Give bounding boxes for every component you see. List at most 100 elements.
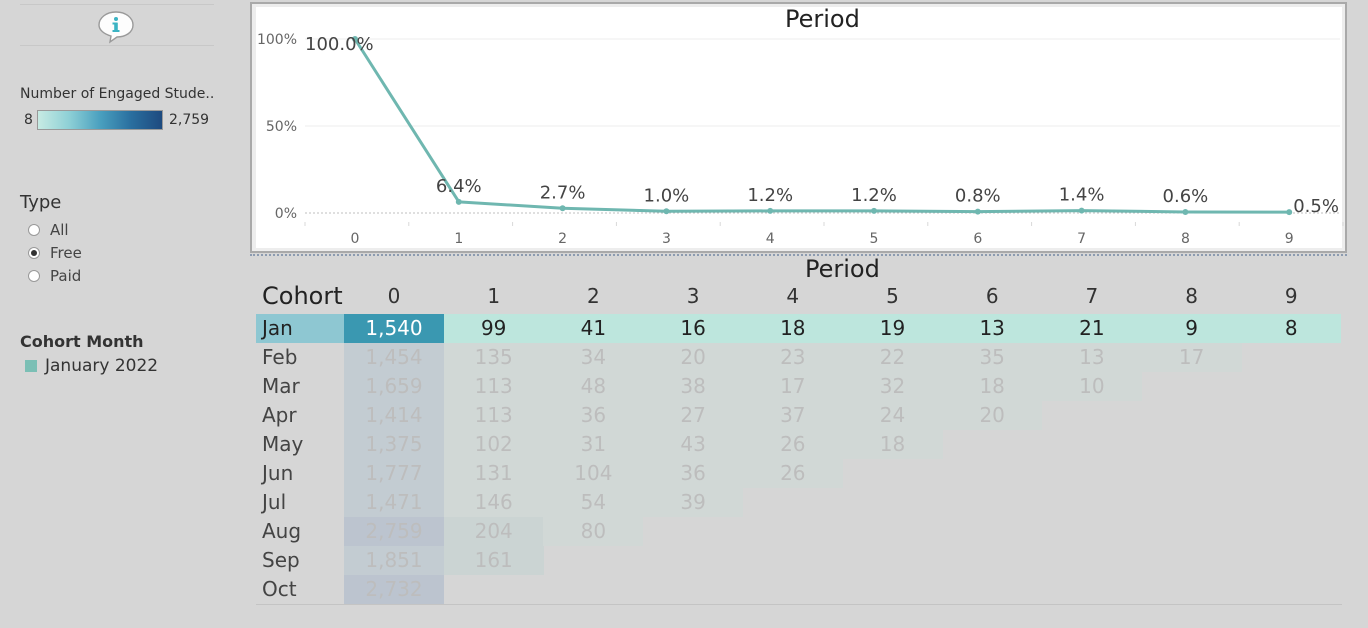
cohort-cell[interactable]: 99 <box>443 314 544 343</box>
cohort-cell[interactable]: 131 <box>443 459 544 488</box>
type-option-all[interactable]: All <box>28 220 69 240</box>
cohort-cell[interactable]: 8 <box>1241 314 1342 343</box>
cohort-cell[interactable]: 18 <box>742 314 843 343</box>
cohort-cell[interactable]: 2,759 <box>344 517 444 546</box>
cohort-cell[interactable]: 17 <box>1141 343 1242 372</box>
cohort-cell[interactable]: 21 <box>1041 314 1142 343</box>
cohort-cell[interactable]: 1,375 <box>344 430 444 459</box>
cohort-cell[interactable]: 1,851 <box>344 546 444 575</box>
cohort-cell[interactable]: 20 <box>643 343 744 372</box>
radio-button-selected[interactable] <box>28 247 40 259</box>
cohort-row-label[interactable]: Jul <box>262 490 287 514</box>
sidebar-divider <box>20 45 214 46</box>
cohort-cell[interactable]: 1,471 <box>344 488 444 517</box>
cohort-cell[interactable]: 22 <box>842 343 943 372</box>
radio-button[interactable] <box>28 224 40 236</box>
cohort-cell[interactable]: 2,732 <box>344 575 444 604</box>
cohort-month-legend-item[interactable]: January 2022 <box>25 356 158 376</box>
period-column-header[interactable]: 1 <box>487 284 501 308</box>
cohort-row-label[interactable]: Aug <box>262 519 302 543</box>
cohort-cell[interactable]: 113 <box>443 401 544 430</box>
period-column-header[interactable]: 2 <box>587 284 600 308</box>
cohort-cell[interactable]: 39 <box>643 488 744 517</box>
cohort-row-label[interactable]: Jan <box>262 316 293 340</box>
radio-button[interactable] <box>28 270 40 282</box>
cohort-cell[interactable]: 32 <box>842 372 943 401</box>
data-label: 1.2% <box>851 185 897 206</box>
info-button[interactable] <box>97 10 135 44</box>
cohort-cell[interactable]: 146 <box>443 488 544 517</box>
period-column-header[interactable]: 6 <box>985 284 999 308</box>
cohort-cell[interactable]: 43 <box>643 430 744 459</box>
cohort-row-label[interactable]: Apr <box>262 403 297 427</box>
cohort-row-label[interactable]: Oct <box>262 577 297 601</box>
data-point <box>352 36 358 42</box>
cohort-cell[interactable]: 1,777 <box>344 459 444 488</box>
cohort-cell[interactable]: 104 <box>543 459 644 488</box>
period-column-header[interactable]: 5 <box>886 284 899 308</box>
line-chart-title: Period <box>785 5 860 33</box>
period-column-header[interactable]: 8 <box>1185 284 1198 308</box>
cohort-cell[interactable]: 13 <box>1041 343 1142 372</box>
data-point <box>767 207 774 214</box>
period-column-header[interactable]: 7 <box>1085 284 1099 308</box>
cohort-row-label[interactable]: Sep <box>262 548 300 572</box>
cohort-cell[interactable]: 9 <box>1141 314 1242 343</box>
table-cohort-header: Cohort <box>262 282 343 310</box>
cohort-cell[interactable]: 31 <box>543 430 644 459</box>
cohort-cell[interactable]: 102 <box>443 430 544 459</box>
x-tick-label: 3 <box>662 231 671 247</box>
cohort-cell[interactable]: 16 <box>643 314 744 343</box>
cohort-cell[interactable]: 26 <box>742 459 843 488</box>
cohort-cell[interactable]: 13 <box>942 314 1043 343</box>
cohort-row-label[interactable]: Jun <box>262 461 294 485</box>
color-legend-gradient <box>37 110 163 130</box>
cohort-cell[interactable]: 35 <box>942 343 1043 372</box>
data-label: 1.0% <box>644 185 690 206</box>
cohort-cell[interactable]: 10 <box>1041 372 1142 401</box>
cohort-cell[interactable]: 18 <box>942 372 1043 401</box>
cohort-cell[interactable]: 1,414 <box>344 401 444 430</box>
retention-line-chart[interactable]: 100% 50% 0% 0 1 2 3 4 5 6 7 8 9 100.0% 6.4% 2.7% 1.0% 1.2… <box>0 0 1368 260</box>
cohort-cell[interactable]: 113 <box>443 372 544 401</box>
cohort-cell[interactable]: 1,540 <box>344 314 444 343</box>
data-label: 2.7% <box>540 182 586 203</box>
cohort-cell[interactable]: 41 <box>543 314 644 343</box>
cohort-cell[interactable]: 1,659 <box>344 372 444 401</box>
cohort-cell[interactable]: 36 <box>643 459 744 488</box>
line-chart-panel <box>256 7 1342 248</box>
cohort-month-filter-title: Cohort Month <box>20 332 144 351</box>
type-option-paid[interactable]: Paid <box>28 266 81 286</box>
cohort-cell[interactable]: 37 <box>742 401 843 430</box>
cohort-cell[interactable]: 20 <box>942 401 1043 430</box>
cohort-cell[interactable]: 1,454 <box>344 343 444 372</box>
cohort-cell[interactable]: 161 <box>443 546 544 575</box>
cohort-row-label[interactable]: Feb <box>262 345 298 369</box>
cohort-cell[interactable]: 54 <box>543 488 644 517</box>
cohort-row-label[interactable]: May <box>262 432 304 456</box>
cohort-cell[interactable]: 19 <box>842 314 943 343</box>
period-column-header[interactable]: 0 <box>387 284 401 308</box>
color-legend-max: 2,759 <box>169 112 210 128</box>
cohort-cell[interactable]: 23 <box>742 343 843 372</box>
cohort-cell[interactable]: 27 <box>643 401 744 430</box>
type-option-free[interactable]: Free <box>28 243 82 263</box>
cohort-cell[interactable]: 17 <box>742 372 843 401</box>
cohort-cell[interactable]: 24 <box>842 401 943 430</box>
cohort-cell[interactable]: 135 <box>443 343 544 372</box>
cohort-cell[interactable]: 36 <box>543 401 644 430</box>
period-column-header[interactable]: 3 <box>686 284 700 308</box>
cohort-cell[interactable]: 80 <box>543 517 644 546</box>
table-bottom-rule <box>256 604 1342 605</box>
cohort-cell[interactable]: 38 <box>643 372 744 401</box>
cohort-cell[interactable]: 204 <box>443 517 544 546</box>
cohort-row-label[interactable]: Mar <box>262 374 300 398</box>
period-column-header[interactable]: 9 <box>1284 284 1298 308</box>
cohort-cell[interactable]: 48 <box>543 372 644 401</box>
color-legend-min: 8 <box>24 112 33 128</box>
cohort-cell[interactable]: 26 <box>742 430 843 459</box>
x-tick-label: 0 <box>351 231 360 247</box>
period-column-header[interactable]: 4 <box>786 284 800 308</box>
cohort-cell[interactable]: 18 <box>842 430 943 459</box>
cohort-cell[interactable]: 34 <box>543 343 644 372</box>
